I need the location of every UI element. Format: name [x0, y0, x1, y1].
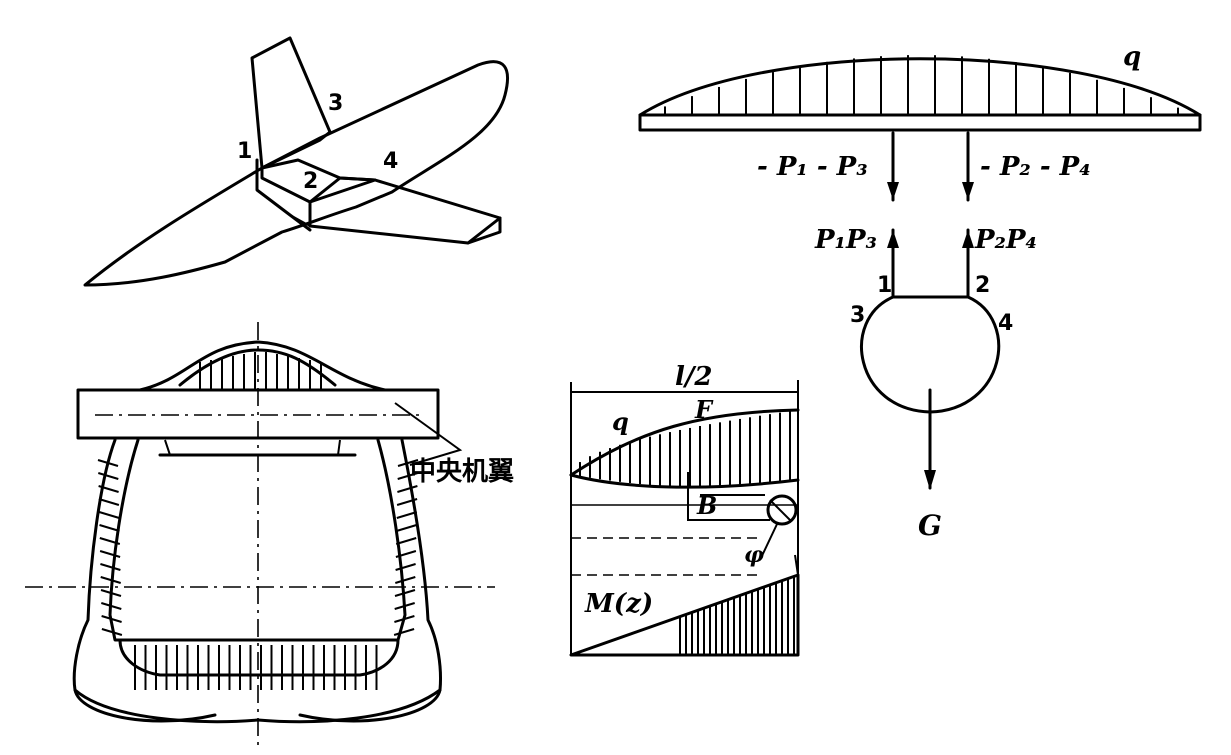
span-label: l/2: [675, 362, 712, 392]
frame-hatch-left: [99, 550, 121, 558]
frame-hatch-right: [396, 498, 418, 506]
frame-hatch-right: [394, 615, 415, 623]
frame-hatch-right: [395, 537, 417, 545]
load-dome: [638, 57, 1202, 117]
frame-hatch-left: [98, 498, 120, 506]
frame-hatch-left: [101, 628, 123, 636]
free-body-diagram: q - P₁ - P₃ - P₂ - P₄ P₁P₃ P₂P₄ 1 2 3 4 …: [638, 42, 1202, 542]
sketch-label-3: 3: [328, 91, 343, 116]
sketch-label-4: 4: [383, 149, 398, 174]
frame-hatch-left: [100, 563, 121, 571]
moment-label: M(z): [584, 589, 653, 619]
frame-hatch-right: [395, 576, 416, 584]
weight-label: G: [918, 509, 942, 542]
frame-hatch-right: [394, 589, 416, 597]
node-label-3: 3: [850, 303, 865, 328]
frame-hatch-left: [101, 615, 122, 623]
frame-hatch-right: [395, 550, 417, 558]
frame-hatch-left: [98, 472, 119, 480]
moment-diagram: l/2 q F B φ M(z): [569, 362, 800, 657]
wing-beam: [638, 113, 1202, 132]
force-right-label: P₂P₄: [974, 225, 1037, 255]
center-wing-label: 中央机翼: [410, 457, 514, 487]
sketch-label-2: 2: [303, 169, 318, 194]
frame-hatch-left: [98, 485, 119, 493]
node-label-2: 2: [975, 273, 990, 298]
frame-hatch-left: [97, 459, 119, 467]
node-label-4: 4: [998, 311, 1013, 336]
frame-hatch-right: [396, 511, 418, 519]
fuselage-outline: [83, 60, 510, 287]
frame-hatch-right: [397, 472, 418, 480]
right-wing: [308, 176, 502, 245]
sketch-label-1: 1: [237, 139, 252, 164]
frame-hatch-left: [98, 511, 120, 519]
frame-hatch-right: [395, 563, 416, 571]
load-q-label: q: [612, 407, 629, 436]
frame-hatch-right: [393, 628, 415, 636]
frame-hatch-left: [100, 589, 122, 597]
reaction-left-label: - P₁ - P₃: [757, 152, 868, 182]
force-left-label: P₁P₃: [814, 225, 877, 255]
load-q-label-right: q: [1123, 42, 1141, 72]
frame-hatch-right: [397, 459, 419, 467]
frame-hatch-left: [99, 537, 121, 545]
frame-hatch-left: [101, 602, 122, 610]
vertical-fin: [250, 36, 332, 170]
frame-hatch-right: [397, 485, 418, 493]
frame-hatch-right: [394, 602, 415, 610]
frame-hatch-left: [99, 524, 120, 532]
wing-fuselage-sketch: 3 1 2 4: [83, 36, 510, 287]
node-label-1: 1: [877, 273, 892, 298]
frame-hatch-right: [396, 524, 417, 532]
fuselage-cross-section: 中央机翼: [25, 322, 514, 748]
angle-label: φ: [744, 542, 764, 568]
frame-outline: [72, 438, 442, 724]
frame-hatch-left: [100, 576, 121, 584]
point-B-label: B: [696, 491, 717, 520]
force-F-label: F: [694, 395, 714, 424]
reaction-right-label: - P₂ - P₄: [980, 152, 1091, 182]
